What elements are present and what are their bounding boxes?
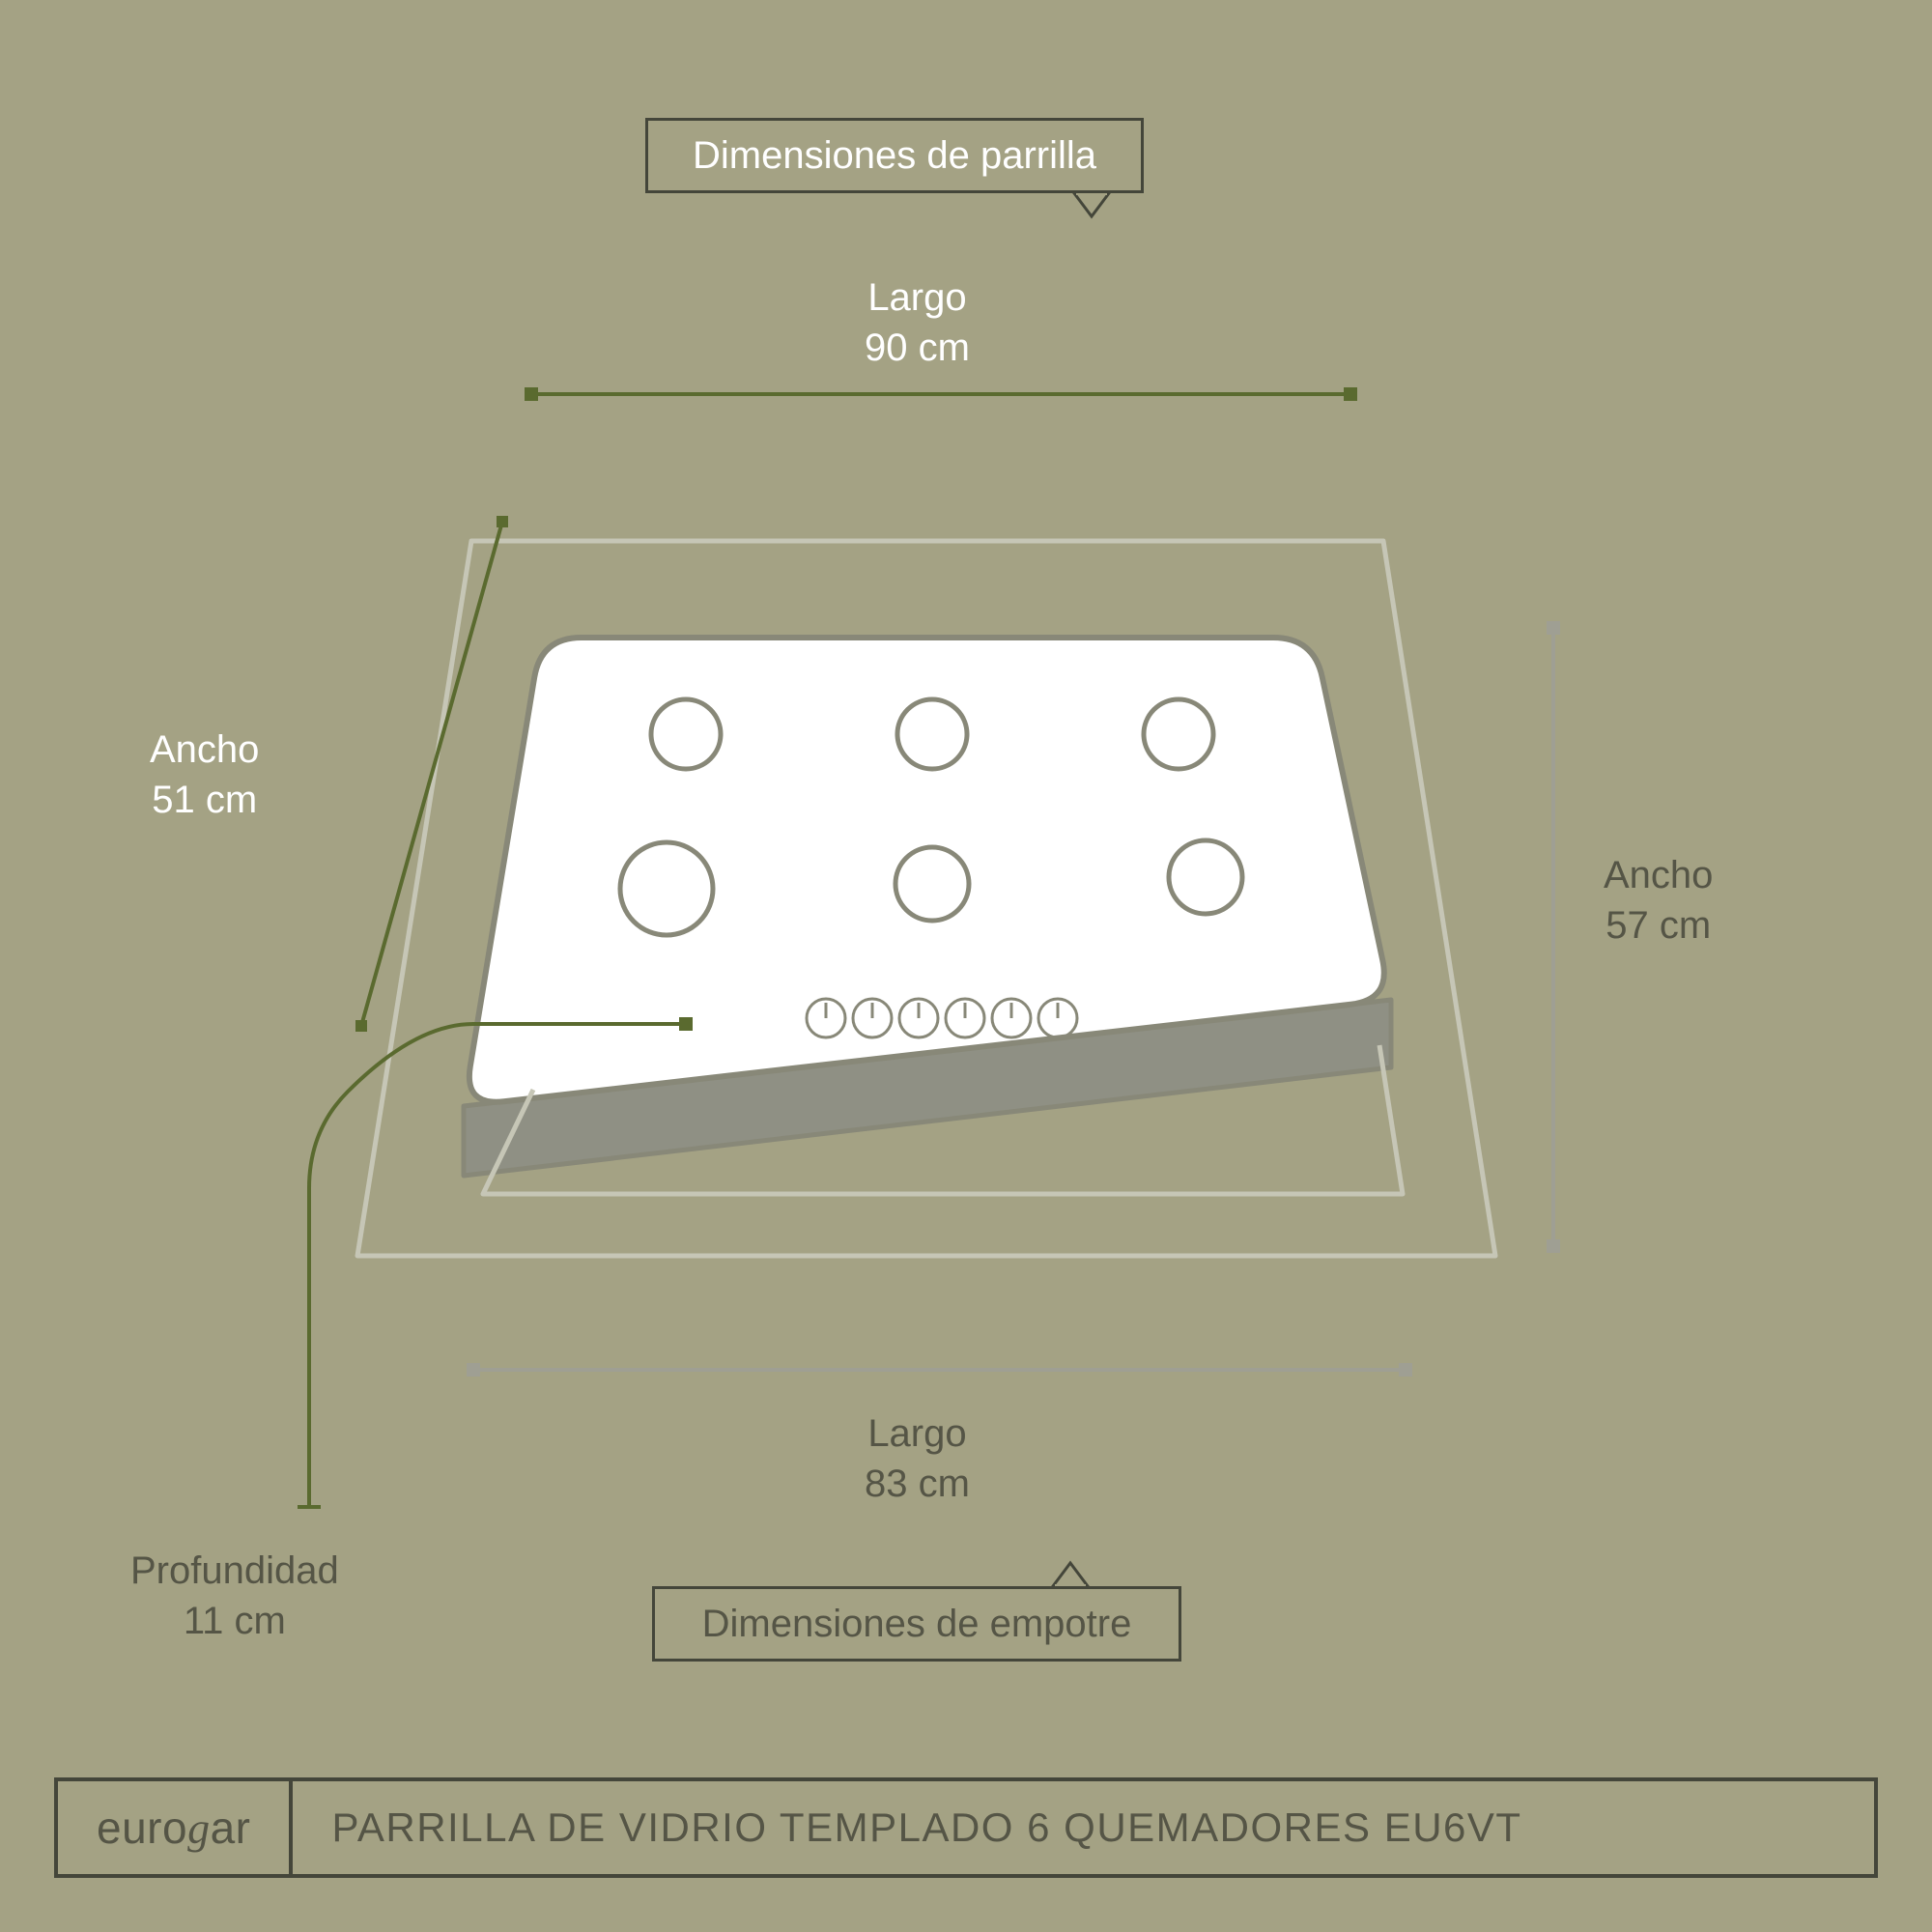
diagram-canvas: Dimensiones de parrilla Dimensiones de e…: [0, 0, 1932, 1932]
dim-value: 57 cm: [1604, 900, 1713, 951]
dim-width-right: Ancho 57 cm: [1604, 850, 1713, 951]
product-name: PARRILLA DE VIDRIO TEMPLADO 6 QUEMADORES…: [293, 1781, 1560, 1874]
brand-text-pre: euro: [97, 1802, 187, 1854]
dim-label: Largo: [865, 1408, 970, 1459]
dim-length-bottom: Largo 83 cm: [865, 1408, 970, 1509]
brand-text-post: ar: [211, 1802, 251, 1854]
brand-logo: eurogar: [58, 1781, 293, 1874]
dim-label: Largo: [865, 272, 970, 323]
footer-bar: eurogar PARRILLA DE VIDRIO TEMPLADO 6 QU…: [54, 1777, 1878, 1878]
dim-value: 90 cm: [865, 323, 970, 373]
dim-length-top: Largo 90 cm: [865, 272, 970, 373]
brand-text-g: g: [187, 1803, 211, 1854]
title-grill-dimensions: Dimensiones de parrilla: [645, 118, 1144, 193]
dim-value: 51 cm: [150, 775, 259, 825]
dim-width-left: Ancho 51 cm: [150, 724, 259, 825]
dim-depth: Profundidad 11 cm: [130, 1546, 339, 1646]
dim-label: Ancho: [150, 724, 259, 775]
dim-value: 83 cm: [865, 1459, 970, 1509]
title-cutout-dimensions: Dimensiones de empotre: [652, 1586, 1181, 1662]
dim-value: 11 cm: [130, 1596, 339, 1646]
dim-label: Ancho: [1604, 850, 1713, 900]
dim-label: Profundidad: [130, 1546, 339, 1596]
